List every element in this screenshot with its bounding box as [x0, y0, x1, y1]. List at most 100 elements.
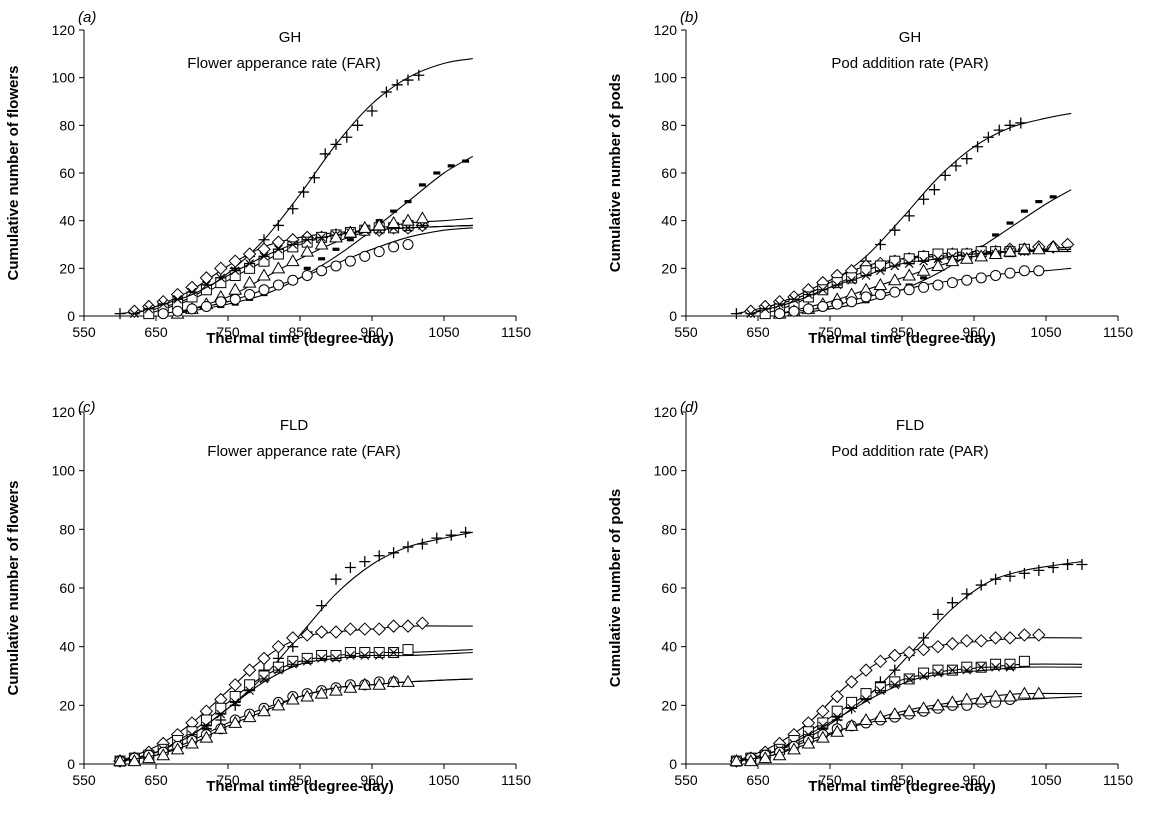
chart-subtitle: Pod addition rate (PAR) — [831, 55, 988, 72]
triangle-marker — [844, 718, 859, 731]
series-plus — [114, 526, 473, 767]
triangle-marker — [1031, 686, 1046, 699]
star-marker — [889, 680, 901, 690]
diamond-marker — [343, 622, 358, 636]
fit-curve-plus — [736, 112, 1072, 315]
square-marker — [258, 670, 270, 682]
star-marker — [359, 651, 371, 660]
x-axis-label: Thermal time (degree-day) — [206, 330, 394, 347]
plus-marker — [359, 556, 371, 568]
star-marker — [990, 662, 1002, 672]
plus-marker — [316, 600, 328, 612]
star-marker — [316, 232, 328, 242]
triangle-marker — [386, 216, 401, 229]
chart-subtitle: Flower apperance rate (FAR) — [207, 443, 400, 460]
series-circle — [774, 265, 1072, 320]
diamond-marker — [314, 625, 329, 639]
circle-marker — [157, 308, 169, 320]
x-tick-label: 850 — [890, 772, 914, 788]
triangle-marker — [1017, 242, 1032, 255]
circle-marker — [272, 279, 284, 291]
triangle-marker — [343, 225, 358, 238]
star-marker — [831, 712, 843, 722]
square-marker — [831, 705, 843, 717]
square-marker — [301, 652, 313, 664]
plus-marker — [982, 131, 994, 143]
y-tick-label: 120 — [654, 22, 678, 38]
star-marker — [388, 648, 400, 657]
diamond-marker — [199, 271, 214, 285]
circle-marker — [846, 296, 858, 308]
y-tick-label: 0 — [67, 756, 75, 772]
circle-marker — [200, 300, 212, 312]
dash-marker — [404, 200, 412, 204]
x-axis-label: Thermal time (degree-day) — [808, 778, 996, 795]
chart-title: GH — [899, 29, 922, 46]
star-marker — [903, 674, 915, 684]
plus-marker — [341, 131, 353, 143]
diamond-marker — [257, 242, 271, 256]
y-tick-label: 80 — [59, 117, 75, 133]
star-marker — [874, 686, 886, 696]
y-tick-label: 60 — [661, 165, 677, 181]
y-tick-label: 120 — [52, 22, 76, 38]
dash-marker — [992, 233, 1000, 237]
diamond-marker — [127, 304, 142, 318]
star-marker — [846, 275, 858, 285]
star-marker — [1004, 662, 1016, 672]
y-tick-label: 100 — [654, 463, 678, 479]
x-tick-label: 650 — [144, 772, 168, 788]
circle-marker — [889, 286, 901, 298]
y-tick-label: 120 — [654, 404, 678, 420]
star-marker — [344, 651, 356, 660]
y-tick-label: 0 — [67, 308, 75, 324]
plus-marker — [431, 532, 443, 544]
y-tick-label: 60 — [59, 165, 75, 181]
triangle-marker — [141, 751, 156, 764]
star-marker — [874, 266, 886, 276]
circle-marker — [301, 269, 313, 281]
dash-marker — [390, 209, 398, 213]
star-marker — [330, 654, 342, 663]
triangle-marker — [113, 754, 127, 767]
circle-marker — [774, 308, 786, 320]
circle-marker — [258, 284, 270, 296]
triangle-marker — [772, 748, 787, 761]
circle-marker — [186, 303, 198, 315]
square-marker — [932, 248, 944, 260]
star-marker — [272, 665, 284, 675]
circle-marker — [287, 274, 299, 286]
y-axis-label: Cumulative number of flowers — [5, 65, 22, 280]
chart-subtitle: Pod addition rate (PAR) — [831, 443, 988, 460]
x-tick-label: 950 — [962, 324, 986, 340]
plus-marker — [319, 148, 331, 160]
triangle-marker — [988, 689, 1003, 702]
diamond-marker — [1032, 628, 1046, 642]
dash-marker — [920, 276, 928, 280]
triangle-marker — [314, 686, 329, 699]
triangle-marker — [386, 674, 401, 687]
plus-marker — [961, 153, 973, 165]
diamond-marker — [945, 637, 960, 651]
plus-marker — [889, 664, 901, 676]
square-marker — [287, 655, 299, 667]
dash-marker — [433, 171, 441, 175]
x-tick-label: 1050 — [428, 324, 459, 340]
diamond-marker — [271, 235, 286, 249]
plus-marker — [1015, 117, 1027, 129]
x-tick-label: 650 — [746, 324, 770, 340]
triangle-marker — [931, 258, 945, 271]
triangle-marker — [372, 677, 387, 690]
star-marker — [946, 665, 958, 675]
plus-marker — [402, 74, 414, 86]
series-triangle — [729, 686, 1083, 767]
circle-marker — [903, 284, 915, 296]
dash-marker — [1006, 221, 1014, 225]
star-marker — [846, 703, 858, 713]
circle-marker — [961, 274, 973, 286]
square-marker — [359, 647, 371, 659]
triangle-marker — [228, 282, 243, 295]
circle-marker — [359, 250, 371, 262]
x-tick-label: 850 — [288, 324, 312, 340]
star-marker — [373, 651, 385, 660]
